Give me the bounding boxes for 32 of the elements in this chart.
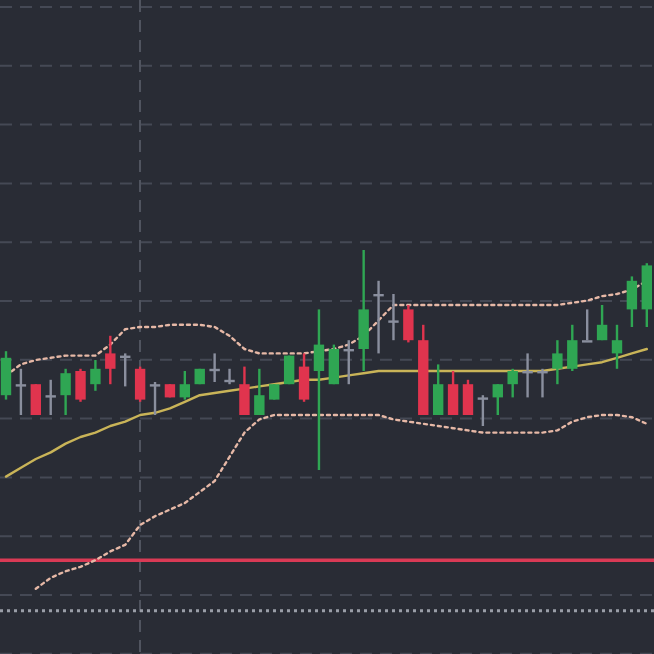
- candlestick: [388, 292, 399, 342]
- candlestick: [149, 380, 161, 417]
- candlestick: [105, 334, 116, 386]
- candlestick: [0, 350, 12, 401]
- candlestick: [15, 367, 27, 417]
- candlestick: [492, 383, 503, 417]
- candlestick: [567, 323, 578, 373]
- candlestick: [313, 308, 325, 472]
- candlestick: [358, 248, 369, 373]
- candlestick: [75, 367, 86, 403]
- candlestick: [239, 365, 250, 417]
- candlestick: [30, 383, 41, 417]
- candlestick: [432, 363, 444, 417]
- candlestick: [596, 303, 608, 342]
- candlestick: [611, 323, 623, 370]
- candlestick: [328, 343, 340, 386]
- candlestick: [507, 367, 518, 399]
- candlestick: [581, 308, 593, 343]
- candlestick: [641, 262, 652, 329]
- candlestick: [298, 352, 310, 403]
- candlestick: [552, 339, 563, 386]
- candlestick: [60, 367, 71, 417]
- candlestick: [90, 358, 101, 392]
- candlestick: [45, 378, 56, 417]
- candlestick: [477, 394, 489, 428]
- candlestick: [134, 365, 146, 403]
- candlestick: [254, 367, 265, 417]
- candlestick: [462, 378, 474, 417]
- candlestick: [447, 369, 459, 417]
- candlestick: [626, 275, 638, 329]
- candlestick: [403, 303, 414, 344]
- candlestick: [179, 369, 191, 401]
